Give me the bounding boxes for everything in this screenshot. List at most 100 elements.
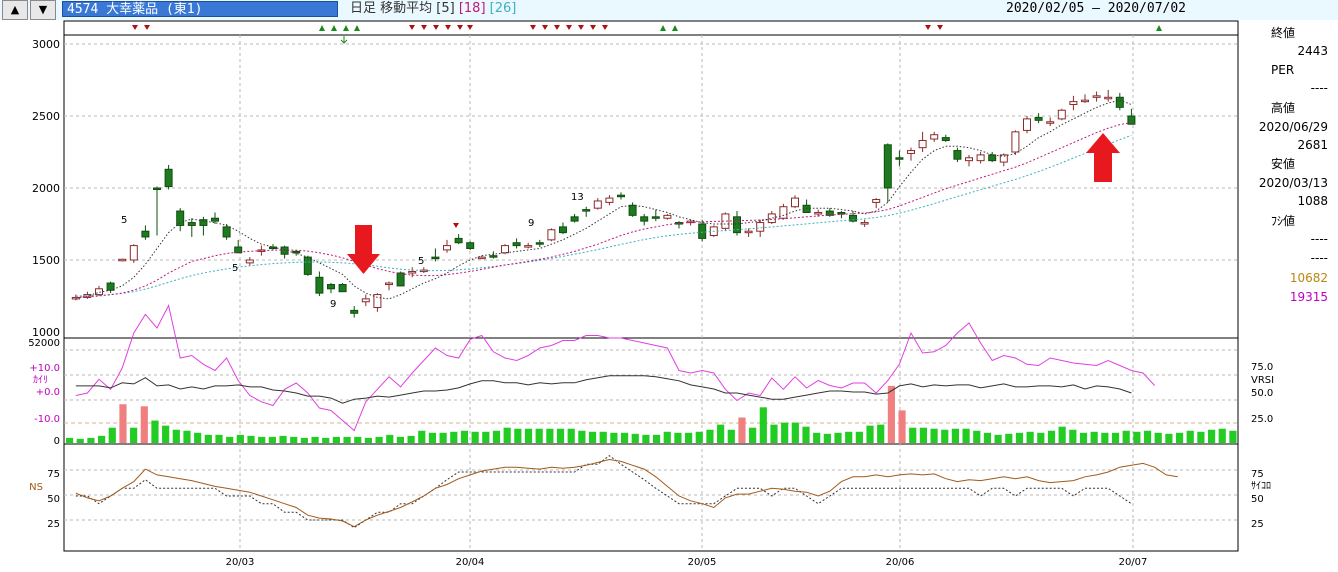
ns-axis: 75 50 25 NS bbox=[29, 469, 60, 530]
candle-body bbox=[651, 216, 660, 219]
volume-bar bbox=[599, 431, 607, 443]
candle-body bbox=[779, 206, 788, 219]
candle-body bbox=[199, 219, 208, 226]
buy-signal-icon bbox=[660, 25, 666, 31]
volume-bar bbox=[706, 429, 714, 443]
candle-body bbox=[269, 246, 277, 250]
candle-body bbox=[953, 150, 962, 160]
scroll-down-button[interactable]: ▼ bbox=[30, 0, 56, 20]
volume-bar bbox=[1026, 431, 1034, 443]
volume-bar bbox=[76, 438, 84, 443]
volume-bar bbox=[418, 430, 426, 443]
candle-body bbox=[164, 168, 173, 188]
candle-body bbox=[477, 256, 486, 260]
volume-bar bbox=[567, 428, 575, 443]
candle-body bbox=[1034, 116, 1043, 121]
x-axis: 20/03 20/04 20/05 20/06 20/07 bbox=[226, 557, 1148, 568]
volume-bar bbox=[620, 432, 629, 443]
candle-body bbox=[744, 230, 753, 234]
ticker-field[interactable]: 4574 大幸薬品 (東1) bbox=[62, 1, 338, 17]
per-label: PER bbox=[1271, 63, 1294, 77]
x-label-apr: 20/04 bbox=[456, 557, 485, 568]
plot-frame bbox=[63, 20, 1239, 552]
volume-bar bbox=[172, 429, 180, 443]
volume-max: 52000 bbox=[28, 338, 60, 349]
candle-body bbox=[512, 242, 521, 247]
volume-bar bbox=[247, 435, 255, 443]
candle-body bbox=[883, 144, 892, 189]
volume-bar bbox=[909, 427, 917, 443]
volume-bar bbox=[1133, 431, 1141, 443]
candle-body bbox=[605, 197, 614, 203]
count-annotations: 5 5 9 5 9 13 bbox=[121, 192, 584, 310]
vrsi-tick-50: 50.0 bbox=[1251, 388, 1273, 399]
candle-body bbox=[895, 157, 904, 160]
candle-body bbox=[327, 283, 335, 290]
volume-bar bbox=[1175, 432, 1184, 443]
candle-body bbox=[129, 245, 138, 261]
volume-bar bbox=[108, 427, 116, 443]
candle-body bbox=[350, 309, 359, 314]
down-tick-icon bbox=[340, 36, 348, 44]
red-arrow-up-icon bbox=[1086, 133, 1120, 182]
candle-body bbox=[396, 272, 405, 287]
volume-bar bbox=[994, 434, 1002, 443]
ma5-line bbox=[75, 99, 1132, 300]
candle-body bbox=[141, 230, 150, 238]
candle-body bbox=[767, 213, 776, 224]
volume-bar bbox=[791, 422, 799, 443]
sell-signal-icon bbox=[602, 25, 608, 30]
volume-bar bbox=[759, 407, 767, 443]
candle-body bbox=[593, 200, 602, 209]
candle-body bbox=[559, 226, 567, 234]
volume-bar bbox=[524, 428, 533, 443]
count-label: 9 bbox=[330, 299, 336, 310]
candle-body bbox=[535, 242, 544, 245]
volume-bar bbox=[343, 436, 351, 443]
x-label-jul: 20/07 bbox=[1119, 557, 1148, 568]
candle-body bbox=[222, 226, 231, 238]
volume-bar bbox=[717, 424, 725, 443]
sell-signal-icon bbox=[144, 25, 150, 30]
ns-label: NS bbox=[29, 482, 43, 493]
volume-axis: 52000 +10.0 +0.0 -10.0 0 ｶｲﾘ bbox=[28, 338, 60, 447]
volume-bar bbox=[364, 437, 373, 443]
high-label: 高値 bbox=[1271, 100, 1295, 115]
stat-value-2: 19315 bbox=[1290, 290, 1328, 304]
volume-bar bbox=[685, 432, 693, 443]
candle-body bbox=[1104, 96, 1113, 100]
buy-signal-icon bbox=[354, 25, 360, 31]
volume-bar bbox=[1090, 431, 1098, 443]
volume-bar bbox=[194, 432, 202, 443]
candle-body bbox=[582, 209, 591, 212]
candle-body bbox=[965, 157, 973, 162]
sell-signal-icon bbox=[433, 25, 439, 30]
date-range: 2020/02/05 ― 2020/07/02 bbox=[1006, 1, 1187, 16]
volume-bar bbox=[386, 434, 394, 443]
price-tick-2000: 2000 bbox=[32, 182, 60, 195]
sell-signal-icon bbox=[937, 25, 943, 30]
volume-bar bbox=[887, 385, 895, 443]
volume-bar bbox=[311, 436, 319, 443]
scroll-up-button[interactable]: ▲ bbox=[2, 0, 28, 20]
low-value: 1088 bbox=[1297, 194, 1328, 208]
vrsi-label: VRSI bbox=[1251, 375, 1274, 386]
volume-bar bbox=[204, 434, 212, 443]
volume-bar bbox=[460, 430, 469, 443]
volume-indicators bbox=[75, 304, 1155, 432]
sell-signal-icon bbox=[421, 25, 427, 30]
volume-bar bbox=[151, 420, 159, 443]
sell-signal-icon bbox=[554, 25, 560, 30]
volume-bar bbox=[1207, 429, 1216, 443]
candle-body bbox=[245, 259, 254, 264]
sell-signal-icon bbox=[445, 25, 451, 30]
candle-body bbox=[95, 288, 103, 296]
chart-kind: 日足 移動平均 bbox=[350, 1, 433, 16]
psych-axis: 75 50 25 ｻｲｺﾛ bbox=[1251, 469, 1271, 530]
kairi-tick-plus10: +10.0 bbox=[29, 363, 60, 374]
candle-body bbox=[721, 213, 730, 229]
vrsi-axis: 75.0 50.0 25.0 VRSI bbox=[1251, 362, 1274, 425]
volume-bar bbox=[983, 432, 992, 443]
stat-value-1: 10682 bbox=[1290, 271, 1328, 285]
volume-bar bbox=[98, 435, 106, 443]
